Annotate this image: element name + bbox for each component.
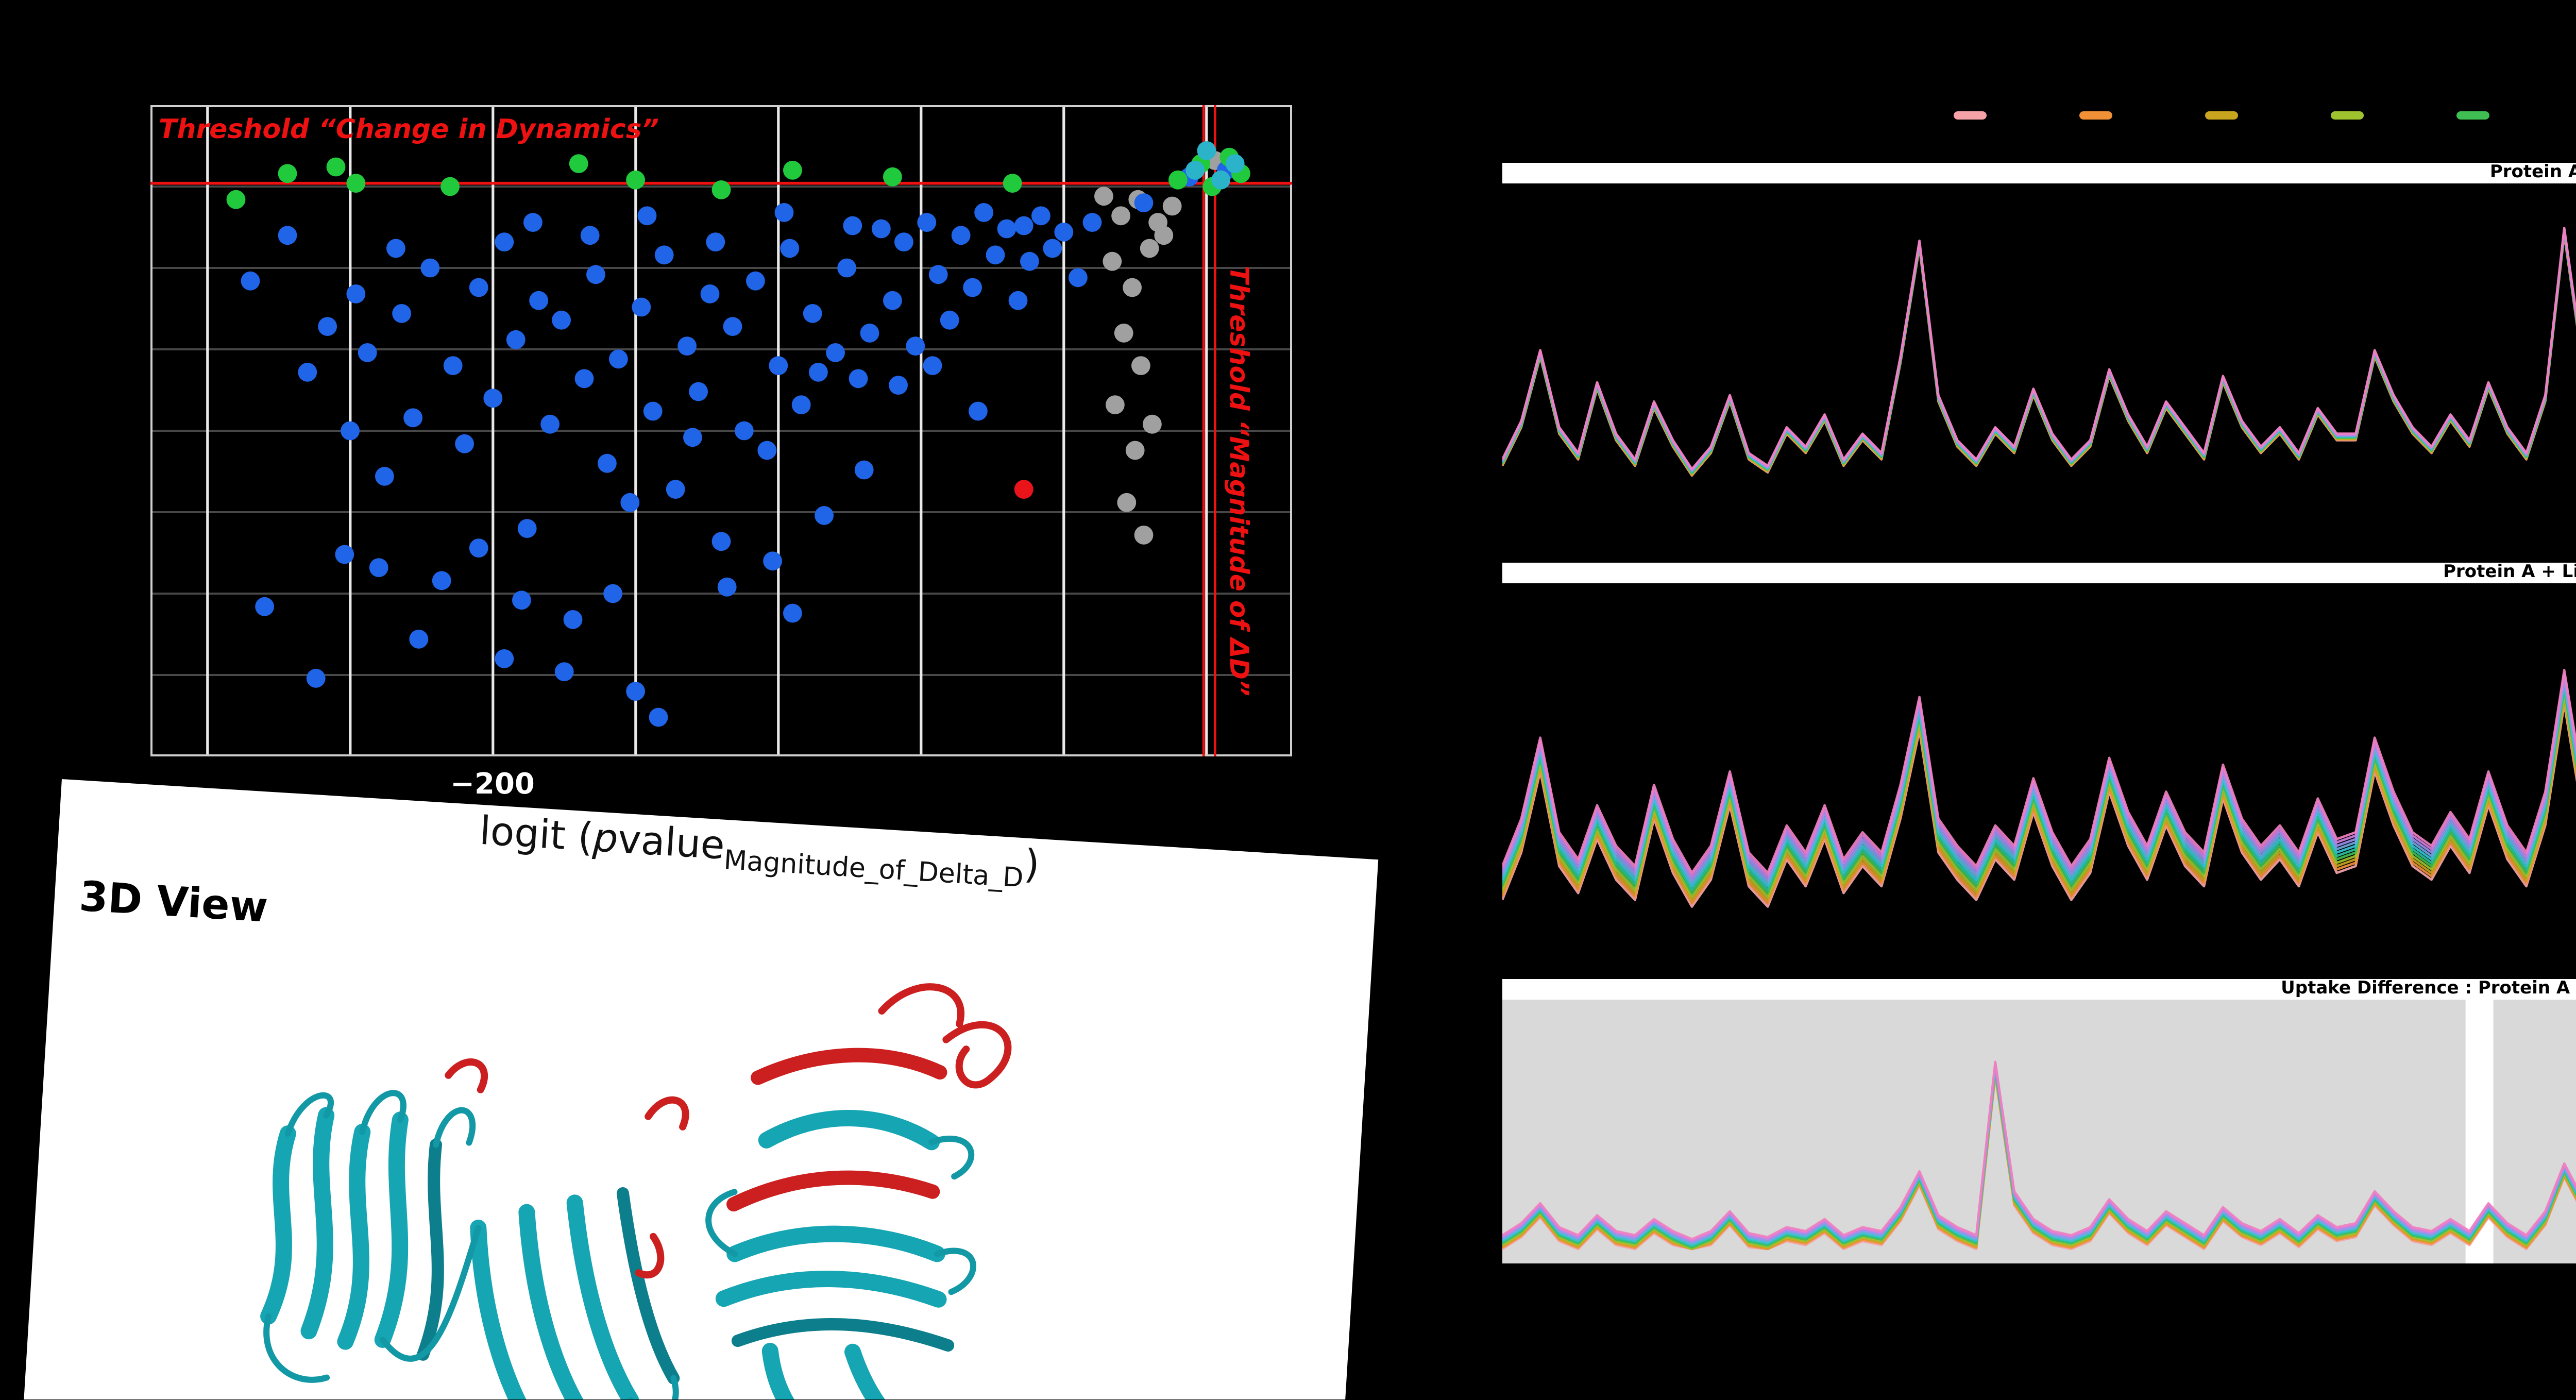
- ribbon-loop: [934, 1247, 976, 1295]
- legend-swatch[interactable]: [2078, 111, 2111, 120]
- uptake-difference-chart[interactable]: [1502, 1000, 2576, 1272]
- volcano-scatter-chart[interactable]: [150, 105, 1292, 756]
- ribbon-strand: [260, 1125, 296, 1325]
- uptake-charts-section: Protein A Protein A + Ligand Uptake Diff…: [1502, 82, 2576, 1319]
- ribbon-strand: [300, 1107, 335, 1340]
- ribbon-strand: [337, 1123, 371, 1350]
- ribbon-loop: [263, 1313, 330, 1383]
- chart-title-protein-a: Protein A: [1502, 163, 2576, 183]
- protein-a-uptake-chart[interactable]: [1502, 183, 2576, 538]
- chart-title-text: Protein A: [2489, 163, 2576, 183]
- ribbon-highlight-loop: [445, 1058, 488, 1093]
- ribbon-strand: [726, 1225, 945, 1262]
- ribbon-strand: [566, 1194, 639, 1399]
- ribbon-highlight-loop: [645, 1096, 689, 1131]
- ribbon-highlight-loop: [942, 1021, 1012, 1089]
- ribbon-strand: [715, 1271, 947, 1308]
- chart-title-uptake-difference: Uptake Difference : Protein A - (Protein…: [1502, 979, 2576, 1000]
- chart-title-protein-a-ligand: Protein A + Ligand: [1502, 563, 2576, 583]
- 3d-view-panel: logit (pvalueMagnitude_of_Delta_D) 3D Vi…: [20, 779, 1379, 1399]
- ribbon-highlight-loop: [635, 1233, 665, 1279]
- ribbon-loop: [433, 1107, 476, 1148]
- ribbon-loop: [284, 1092, 334, 1137]
- threshold-magnitude-label: Threshold “Magnitude of ΔD”: [1224, 266, 1255, 697]
- ribbon-loop: [705, 1189, 738, 1257]
- protein-structure-viewer[interactable]: [20, 779, 1378, 1399]
- ribbon-strand: [731, 1318, 955, 1352]
- legend-swatch[interactable]: [2330, 111, 2363, 120]
- ribbon-highlight-strand: [751, 1048, 947, 1085]
- ribbon-strand: [518, 1204, 597, 1399]
- ribbon-strand: [417, 1138, 444, 1361]
- x-axis-tick-label: −200: [450, 769, 535, 802]
- timepoint-legend: [1502, 111, 2576, 120]
- protein-a-ligand-uptake-chart[interactable]: [1502, 583, 2576, 954]
- ribbon-strand: [761, 1342, 839, 1399]
- ribbon-strand: [844, 1343, 926, 1399]
- ribbon-loop: [359, 1090, 406, 1135]
- ribbon-highlight-strand: [726, 1170, 940, 1212]
- legend-swatch[interactable]: [2204, 111, 2237, 120]
- ribbon-strand: [616, 1187, 680, 1385]
- ribbon-strand: [374, 1111, 409, 1348]
- chart-title-text: Uptake Difference : Protein A - (Protein…: [2281, 979, 2576, 1000]
- ribbon-highlight-loop: [878, 983, 964, 1028]
- chart-title-text: Protein A + Ligand: [2443, 563, 2576, 583]
- volcano-plot-section: Threshold “Change in Dynamics” Threshold…: [150, 105, 1292, 826]
- legend-swatch[interactable]: [2455, 111, 2488, 120]
- ribbon-loop: [928, 1136, 975, 1180]
- ribbon-loop: [628, 1375, 679, 1399]
- legend-swatch[interactable]: [1953, 111, 1986, 120]
- ribbon-loop: [379, 1224, 482, 1362]
- ribbon-strand: [758, 1109, 940, 1151]
- threshold-change-label: Threshold “Change in Dynamics”: [159, 115, 659, 146]
- ribbon-strand: [470, 1219, 550, 1399]
